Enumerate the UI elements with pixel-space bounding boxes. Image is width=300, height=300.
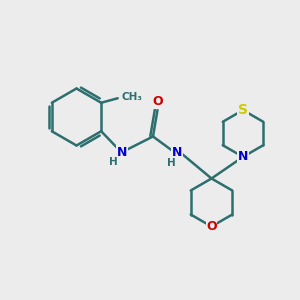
Text: S: S (238, 103, 248, 116)
Text: H: H (109, 157, 118, 167)
Text: N: N (238, 150, 248, 164)
Text: O: O (206, 220, 217, 233)
Text: N: N (172, 146, 182, 160)
Text: H: H (167, 158, 176, 168)
Text: N: N (117, 146, 127, 159)
Text: CH₃: CH₃ (121, 92, 142, 102)
Text: O: O (152, 95, 163, 108)
